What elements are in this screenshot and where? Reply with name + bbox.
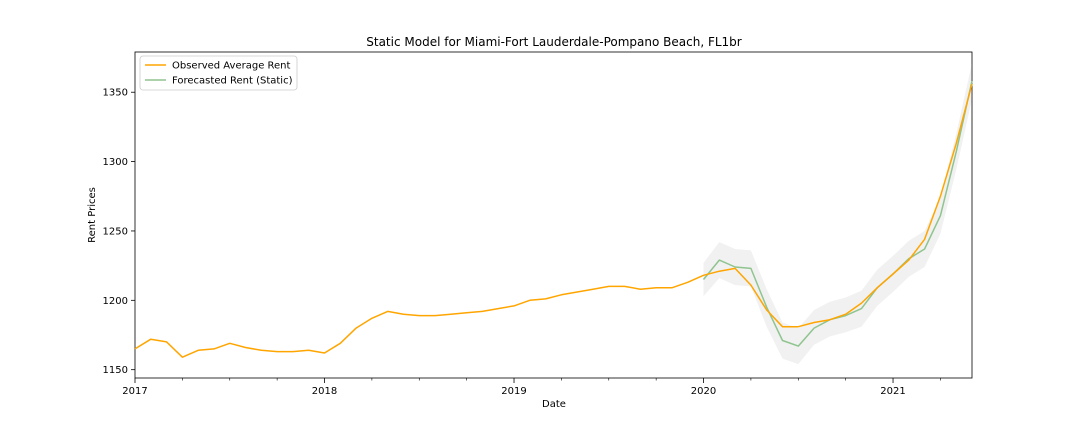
y-tick-label: 1200 — [103, 296, 128, 307]
y-tick-label: 1250 — [103, 226, 128, 237]
y-tick-label: 1300 — [103, 157, 128, 168]
legend-label-observed: Observed Average Rent — [172, 61, 291, 72]
confidence-band-layer — [703, 63, 972, 365]
x-tick-label: 2019 — [501, 386, 526, 397]
legend: Observed Average Rent Forecasted Rent (S… — [139, 55, 298, 91]
series-line-observed — [134, 83, 973, 358]
plot-area — [134, 51, 973, 379]
confidence-band — [703, 63, 972, 365]
x-axis: 2017 2018 2019 2020 2021 — [122, 378, 941, 397]
x-tick-label: 2020 — [691, 386, 716, 397]
x-axis-label: Date — [542, 399, 566, 410]
legend-label-forecast: Forecasted Rent (Static) — [172, 76, 293, 87]
x-tick-label: 2021 — [880, 386, 905, 397]
series-layer — [134, 80, 973, 358]
chart-title: Static Model for Miami-Fort Lauderdale-P… — [366, 35, 742, 49]
y-tick-label: 1150 — [103, 365, 128, 376]
x-tick-label: 2017 — [122, 386, 147, 397]
y-axis-label: Rent Prices — [87, 187, 98, 243]
y-axis: 1150 1200 1250 1300 1350 — [103, 88, 135, 376]
x-tick-label: 2018 — [312, 386, 337, 397]
plot-frame — [134, 51, 973, 379]
y-tick-label: 1350 — [103, 88, 128, 99]
legend-box — [139, 55, 298, 91]
